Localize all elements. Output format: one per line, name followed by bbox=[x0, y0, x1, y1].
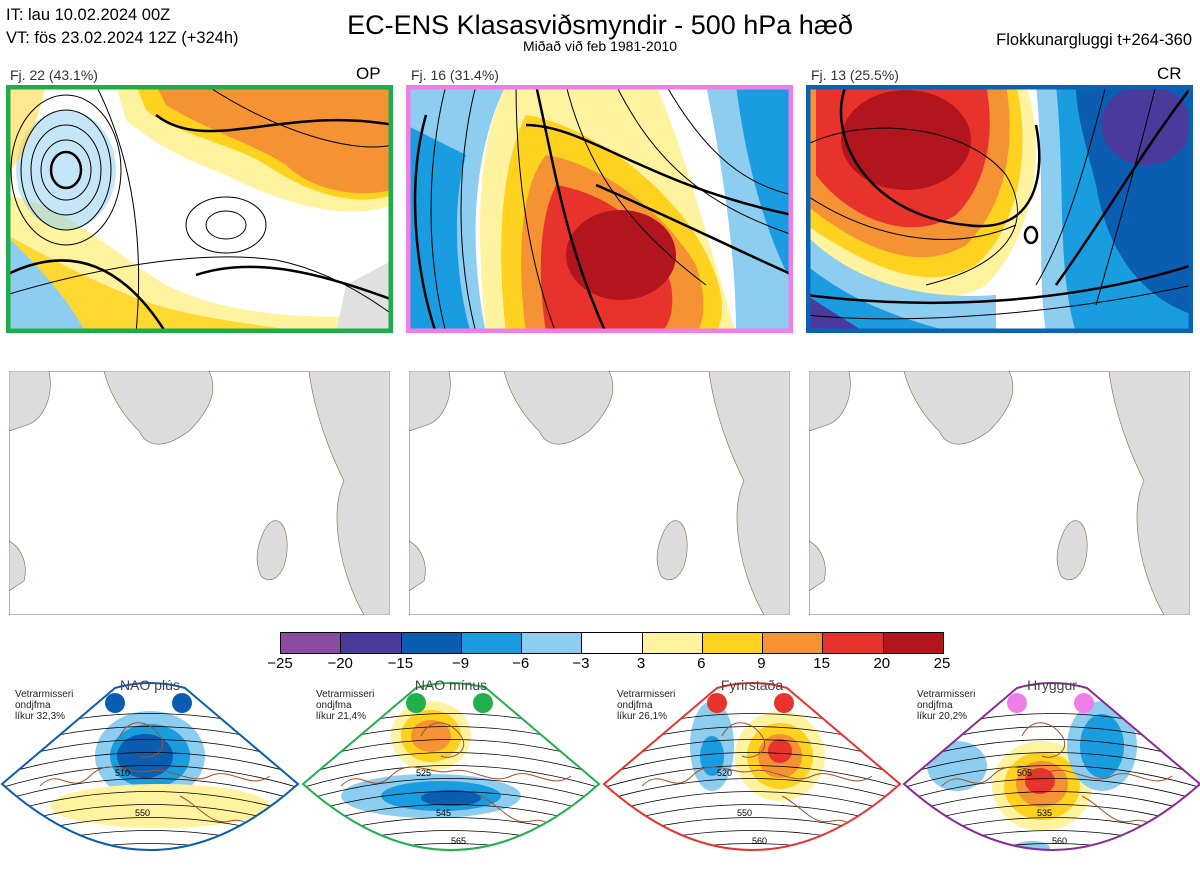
regime-panel: 520 550 560 Fyrirstaða Vetrarmisseri ondjfma l… bbox=[602, 676, 902, 871]
regime-title: NAO plús bbox=[120, 677, 180, 693]
cluster-2-label: Fj. 16 (31.4%) bbox=[411, 67, 499, 83]
regime-pole-dot bbox=[1007, 693, 1027, 713]
colorbar-segment bbox=[701, 633, 763, 653]
regime-panel: 510 550 NAO plús Vetrarmisseri ondjfma líkur … bbox=[0, 676, 300, 871]
colorbar-segment bbox=[281, 633, 341, 653]
classification-window: Flokkunargluggi t+264-360 bbox=[996, 31, 1192, 49]
regime-contour-label: 510 bbox=[115, 768, 130, 778]
colorbar-segment bbox=[340, 633, 401, 653]
colorbar-tick-label: −9 bbox=[451, 655, 470, 672]
regime-panel: 505 535 560 Hryggur Vetrarmisseri ondjfma líku… bbox=[902, 676, 1200, 871]
header-times: IT: lau 10.02.2024 00Z VT: fös 23.02.202… bbox=[6, 4, 239, 50]
regime-contour-label: 560 bbox=[752, 836, 767, 846]
colorbar-tick-label: 6 bbox=[697, 655, 706, 672]
regime-contour-label: 545 bbox=[436, 808, 451, 818]
colorbar-labels: −25 −20 −15 −9 −6 −3 3 6 9 15 20 25 bbox=[265, 655, 957, 675]
cluster-1-tag: OP bbox=[356, 64, 381, 83]
regime-fan-map: 505 535 560 bbox=[902, 682, 1200, 851]
regime-contour-label: 550 bbox=[135, 808, 150, 818]
regime-pole-dot bbox=[105, 693, 125, 713]
regime-contour-label: 560 bbox=[1052, 836, 1067, 846]
colorbar-segment bbox=[822, 633, 883, 653]
page-subtitle: Miðað við feb 1981-2010 bbox=[522, 38, 678, 54]
initial-time: IT: lau 10.02.2024 00Z bbox=[6, 6, 171, 24]
colorbar-segment bbox=[581, 633, 642, 653]
regime-panel: 525 545 565 NAO mínus Vetrarmisseri ondjfma lí… bbox=[301, 676, 601, 871]
colorbar-tick-label: −3 bbox=[572, 655, 590, 672]
colorbar-segment bbox=[400, 633, 461, 653]
regime-pole-dot bbox=[1074, 693, 1094, 713]
regime-title: Hryggur bbox=[1027, 677, 1077, 693]
cluster-map-3 bbox=[806, 85, 1193, 333]
regime-pole-dot bbox=[406, 693, 426, 713]
regime-title: Fyrirstaða bbox=[720, 677, 784, 693]
cluster-3-tag: CR bbox=[1157, 64, 1182, 83]
cluster-3-label: Fj. 13 (25.5%) bbox=[811, 67, 899, 83]
regime-pole-dot bbox=[172, 693, 192, 713]
colorbar-segment bbox=[521, 633, 582, 653]
colorbar-tick-label: 15 bbox=[813, 655, 830, 672]
regime-pole-dot bbox=[774, 693, 794, 713]
regime-fan-map: 520 550 560 bbox=[602, 682, 902, 851]
colorbar-segment bbox=[882, 633, 943, 653]
colorbar-segment bbox=[460, 633, 522, 653]
colorbar-segment bbox=[762, 633, 823, 653]
regime-contour-label: 565 bbox=[451, 836, 466, 846]
regime-probability-note: Vetrarmisseri ondjfma líkur 32,3% bbox=[15, 689, 74, 722]
regime-contour-label: 505 bbox=[1017, 768, 1032, 778]
colorbar bbox=[280, 632, 944, 654]
empty-map-2 bbox=[409, 371, 790, 615]
cluster-map-2 bbox=[406, 85, 793, 333]
empty-map-1 bbox=[9, 371, 390, 615]
colorbar-tick-label: 25 bbox=[933, 655, 951, 672]
regime-contour-label: 535 bbox=[1037, 808, 1052, 818]
regime-probability-note: Vetrarmisseri ondjfma líkur 21,4% bbox=[316, 689, 375, 722]
regime-contour-label: 525 bbox=[416, 768, 431, 778]
colorbar-segment bbox=[641, 633, 702, 653]
regime-probability-note: Vetrarmisseri ondjfma líkur 20,2% bbox=[917, 689, 976, 722]
cluster-1-label: Fj. 22 (43.1%) bbox=[10, 67, 98, 83]
colorbar-tick-label: 20 bbox=[873, 655, 891, 672]
colorbar-tick-label: −25 bbox=[267, 655, 293, 672]
regime-fan-map: 510 550 bbox=[0, 682, 300, 851]
page-title: EC-ENS Klasasviðsmyndir - 500 hPa hæð bbox=[347, 10, 853, 40]
cluster-map-1 bbox=[6, 85, 393, 333]
regime-pole-dot bbox=[707, 693, 727, 713]
regime-contour-label: 550 bbox=[737, 808, 752, 818]
colorbar-tick-label: −20 bbox=[327, 655, 353, 672]
regime-fan-map: 525 545 565 bbox=[301, 682, 601, 851]
empty-map-3 bbox=[809, 371, 1190, 615]
colorbar-tick-label: 3 bbox=[636, 655, 646, 672]
regime-title: NAO mínus bbox=[414, 677, 488, 693]
regime-pole-dot bbox=[473, 693, 493, 713]
regime-probability-note: Vetrarmisseri ondjfma líkur 26,1% bbox=[617, 689, 676, 722]
valid-time: VT: fös 23.02.2024 12Z (+324h) bbox=[6, 29, 239, 47]
regime-contour-label: 520 bbox=[717, 768, 732, 778]
colorbar-tick-label: −6 bbox=[512, 655, 530, 672]
colorbar-tick-label: −15 bbox=[387, 655, 414, 672]
colorbar-tick-label: 9 bbox=[757, 655, 766, 672]
